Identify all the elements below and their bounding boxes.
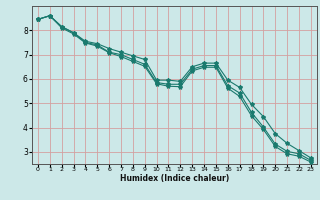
- X-axis label: Humidex (Indice chaleur): Humidex (Indice chaleur): [120, 174, 229, 183]
